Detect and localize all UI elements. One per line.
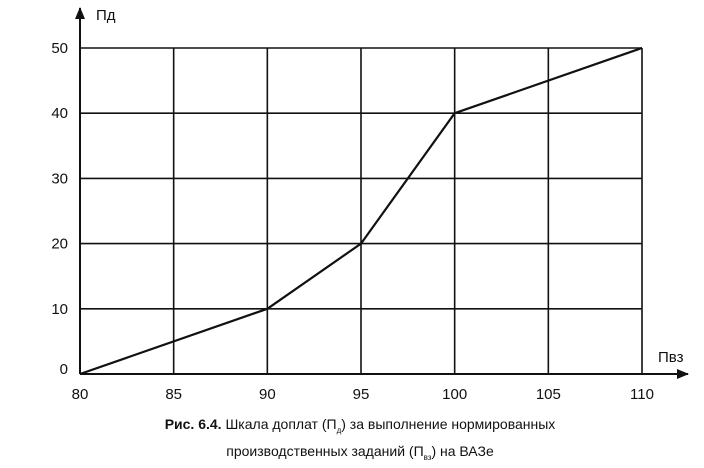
caption-text-2: ) за выполнение нормированных	[341, 416, 556, 432]
y-axis-label: Пд	[96, 7, 116, 24]
x-tick-label: 110	[630, 386, 654, 403]
x-tick-label: 95	[353, 386, 370, 403]
caption-line-1: Рис. 6.4. Шкала доплат (Пд) за выполнени…	[60, 414, 660, 441]
caption-line-2: производственных заданий (Пвз) на ВАЗе	[60, 441, 660, 468]
caption-prefix: Рис. 6.4.	[164, 416, 222, 432]
y-tick-label: 10	[51, 301, 68, 318]
x-tick-label: 100	[442, 386, 467, 403]
y-tick-label: 40	[51, 105, 68, 122]
x-tick-label: 80	[72, 386, 89, 403]
caption-sub-1: д	[336, 425, 342, 435]
y-tick-label: 20	[51, 236, 68, 253]
x-tick-label: 85	[165, 386, 182, 403]
figure-caption: Рис. 6.4. Шкала доплат (Пд) за выполнени…	[60, 414, 660, 468]
caption-sub-2: вз	[423, 452, 432, 462]
y-tick-label: 30	[51, 170, 68, 187]
y-tick-label: 50	[51, 40, 68, 57]
y-tick-labels: 0 10 20 30 40 50	[51, 40, 68, 378]
y-tick-label: 0	[60, 361, 68, 378]
series-line	[79, 46, 643, 376]
caption-text-1: Шкала доплат (П	[225, 416, 337, 432]
x-tick-label: 90	[259, 386, 276, 403]
caption-text-3: производственных заданий (П	[226, 442, 424, 459]
chart: 80 85 90 95 100 105 110 0 10 20 30 40 50 Пд Пвз	[51, 7, 689, 403]
caption-text-4: ) на ВАЗе	[431, 442, 494, 459]
x-tick-label: 105	[536, 386, 561, 403]
series	[79, 46, 643, 376]
grid	[80, 47, 643, 374]
axes	[75, 7, 689, 379]
x-axis-label: Пвз	[658, 349, 684, 366]
x-tick-labels: 80 85 90 95 100 105 110	[72, 386, 654, 403]
